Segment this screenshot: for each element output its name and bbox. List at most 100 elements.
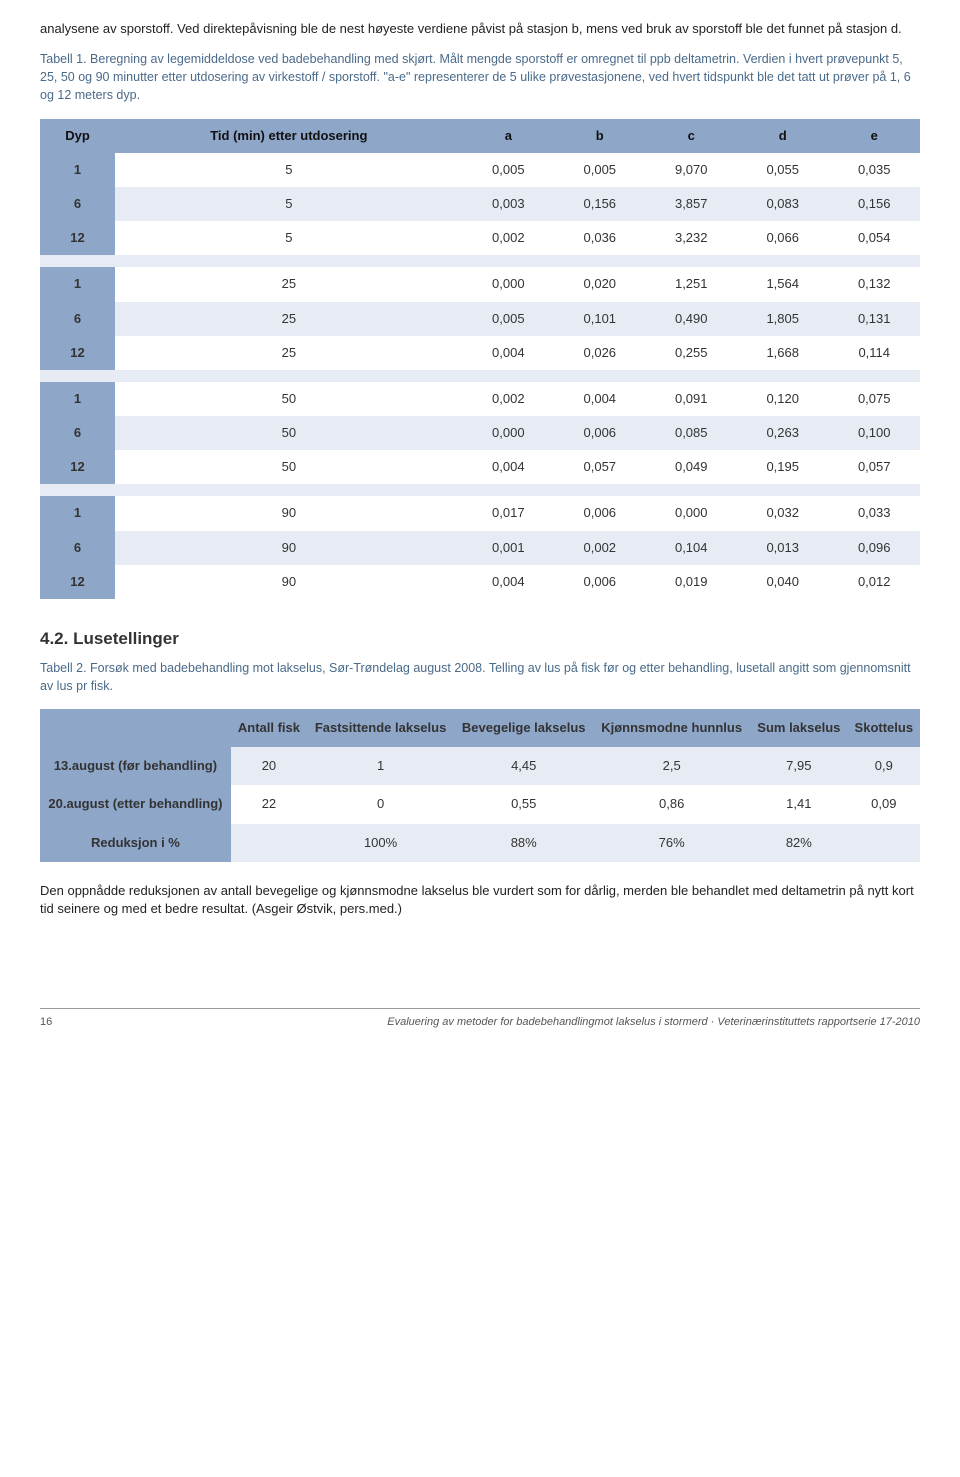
data-cell: 0,156: [554, 187, 645, 221]
data-cell: 7,95: [750, 747, 848, 785]
spacer-cell: [646, 255, 737, 267]
table-row: 650,0030,1563,8570,0830,156: [40, 187, 920, 221]
data-cell: 0,005: [463, 302, 554, 336]
spacer-cell: [828, 370, 920, 382]
spacer-cell: [828, 255, 920, 267]
table1-header-row: Dyp Tid (min) etter utdosering a b c d e: [40, 119, 920, 153]
row-dyp-cell: 12: [40, 336, 115, 370]
table-row: 1500,0020,0040,0910,1200,075: [40, 382, 920, 416]
data-cell: 3,232: [646, 221, 737, 255]
data-cell: 3,857: [646, 187, 737, 221]
spacer-cell: [463, 484, 554, 496]
data-cell: 0,040: [737, 565, 828, 599]
data-cell: 1: [307, 747, 454, 785]
data-cell: 5: [115, 221, 463, 255]
data-cell: 0,195: [737, 450, 828, 484]
row-dyp-cell: 6: [40, 531, 115, 565]
data-cell: 0,002: [554, 531, 645, 565]
closing-paragraph: Den oppnådde reduksjonen av antall beveg…: [40, 882, 920, 918]
table-row: 1250,0000,0201,2511,5640,132: [40, 267, 920, 301]
data-cell: 0,004: [554, 382, 645, 416]
table-row: 12500,0040,0570,0490,1950,057: [40, 450, 920, 484]
data-cell: 0: [307, 785, 454, 823]
data-cell: 88%: [454, 824, 593, 862]
spacer-cell: [737, 484, 828, 496]
spacer-cell: [737, 255, 828, 267]
table-row: 1900,0170,0060,0000,0320,033: [40, 496, 920, 530]
data-cell: 0,263: [737, 416, 828, 450]
data-cell: 0,004: [463, 336, 554, 370]
data-cell: 0,100: [828, 416, 920, 450]
row-dyp-cell: 6: [40, 416, 115, 450]
data-cell: 0,101: [554, 302, 645, 336]
table-row: 150,0050,0059,0700,0550,035: [40, 153, 920, 187]
data-cell: 0,006: [554, 496, 645, 530]
spacer-cell: [463, 255, 554, 267]
data-cell: 0,490: [646, 302, 737, 336]
spacer-cell: [554, 484, 645, 496]
row-dyp-cell: 1: [40, 267, 115, 301]
data-cell: 1,668: [737, 336, 828, 370]
table2-caption: Tabell 2. Forsøk med badebehandling mot …: [40, 659, 920, 695]
spacer-row: [40, 484, 920, 496]
spacer-cell: [115, 484, 463, 496]
data-cell: 0,132: [828, 267, 920, 301]
spacer-cell: [115, 370, 463, 382]
table-row: Reduksjon i %100%88%76%82%: [40, 824, 920, 862]
data-cell: 0,114: [828, 336, 920, 370]
page-number: 16: [40, 1015, 52, 1030]
spacer-cell: [463, 370, 554, 382]
data-cell: 0,096: [828, 531, 920, 565]
intro-paragraph: analysene av sporstoff. Ved direktepåvis…: [40, 20, 920, 38]
data-cell: 0,012: [828, 565, 920, 599]
data-cell: 0,020: [554, 267, 645, 301]
data-cell: 0,000: [646, 496, 737, 530]
data-cell: 82%: [750, 824, 848, 862]
data-cell: 2,5: [593, 747, 750, 785]
table1-th-b: b: [554, 119, 645, 153]
section-heading-lusetellinger: 4.2. Lusetellinger: [40, 627, 920, 651]
data-cell: 0,055: [737, 153, 828, 187]
table1-th-a: a: [463, 119, 554, 153]
spacer-cell: [40, 370, 115, 382]
data-cell: 0,000: [463, 416, 554, 450]
table1-th-dyp: Dyp: [40, 119, 115, 153]
data-cell: 0,131: [828, 302, 920, 336]
row-label: Reduksjon i %: [40, 824, 231, 862]
data-cell: 20: [231, 747, 307, 785]
data-cell: 0,003: [463, 187, 554, 221]
row-dyp-cell: 1: [40, 382, 115, 416]
data-cell: 0,049: [646, 450, 737, 484]
data-cell: 0,017: [463, 496, 554, 530]
table-row: 12250,0040,0260,2551,6680,114: [40, 336, 920, 370]
data-cell: 4,45: [454, 747, 593, 785]
page-footer: 16 Evaluering av metoder for badebehandl…: [40, 1008, 920, 1030]
data-cell: 50: [115, 416, 463, 450]
data-cell: 50: [115, 450, 463, 484]
spacer-cell: [115, 255, 463, 267]
data-cell: 0,057: [554, 450, 645, 484]
data-cell: 22: [231, 785, 307, 823]
data-cell: 0,005: [463, 153, 554, 187]
table2-header-row: Antall fisk Fastsittende lakselus Bevege…: [40, 709, 920, 747]
row-label: 13.august (før behandling): [40, 747, 231, 785]
data-cell: 0,066: [737, 221, 828, 255]
table2: Antall fisk Fastsittende lakselus Bevege…: [40, 709, 920, 862]
data-cell: 0,55: [454, 785, 593, 823]
data-cell: 0,000: [463, 267, 554, 301]
data-cell: 25: [115, 267, 463, 301]
data-cell: 100%: [307, 824, 454, 862]
row-dyp-cell: 1: [40, 153, 115, 187]
table2-th-antall: Antall fisk: [231, 709, 307, 747]
data-cell: 0,032: [737, 496, 828, 530]
data-cell: 5: [115, 153, 463, 187]
spacer-cell: [737, 370, 828, 382]
table1-th-tid: Tid (min) etter utdosering: [115, 119, 463, 153]
footer-text: Evaluering av metoder for badebehandling…: [387, 1015, 920, 1030]
table-row: 6500,0000,0060,0850,2630,100: [40, 416, 920, 450]
data-cell: 0,120: [737, 382, 828, 416]
data-cell: 1,251: [646, 267, 737, 301]
table1-th-c: c: [646, 119, 737, 153]
data-cell: 0,002: [463, 221, 554, 255]
table1-caption: Tabell 1. Beregning av legemiddeldose ve…: [40, 50, 920, 104]
